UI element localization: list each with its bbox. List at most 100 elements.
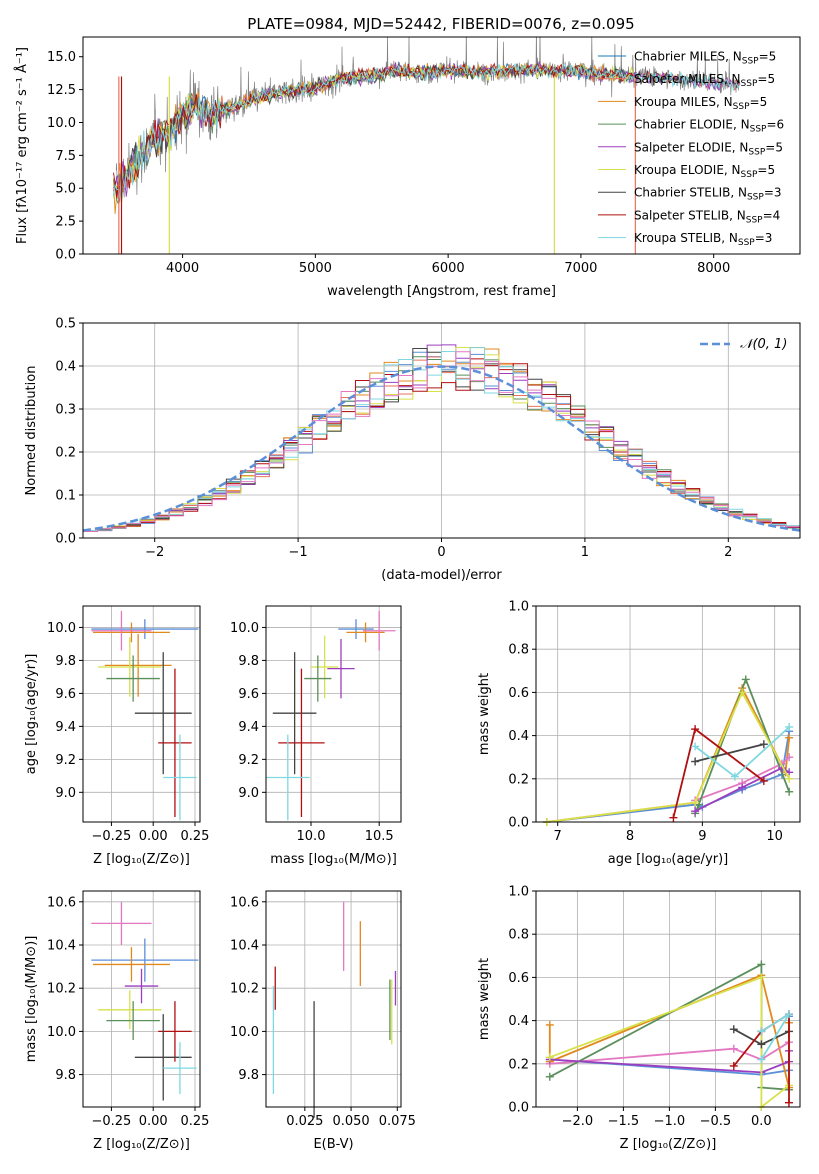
mass-weight-vs-age-panel: 7 8 9 10 0.0 0.2 0.4 0.6 0.8 1.0 age [log₁₀(age/yr… [477,600,801,867]
legend-entry: 𝒩(0, 1) [740,337,787,352]
x-tick-label: 0.25 [181,829,210,844]
mass-weight-line [546,685,791,823]
y-tick-label: 0.8 [508,928,529,943]
x-tick-label: 9 [698,829,706,844]
mass-weight-line [694,743,765,763]
legend-entry: Chabrier ELODIE, NSSP=6 [634,118,784,135]
y-tick-label: 9.8 [238,654,259,669]
y-tick-label: 5.0 [55,182,76,197]
y-tick-label: 0.6 [508,971,529,986]
y-tick-label: 0.1 [55,489,76,504]
axes-frame [265,605,402,823]
y-tick-label: 0.4 [55,360,76,375]
y-tick-label: 9.4 [238,720,259,735]
mass-weight-vs-metallicity-panel: −2.0 −1.5 −1.0 −0.5 0.0 0.0 0.2 0.4 0.6 0.8 1.0 Z [… [477,885,801,1152]
x-tick-label: 10.0 [297,829,326,844]
mass-vs-ebv-panel: 0.025 0.050 0.075 9.8 10.0 10.2 10.4 10.6 E(B-V) [230,890,416,1152]
y-tick-label: 9.2 [55,753,76,768]
y-tick-label: 12.5 [47,83,76,98]
x-tick-label: −0.5 [700,1114,732,1129]
x-tick-label: 8 [626,829,634,844]
x-tick-label: 0.0 [751,1114,772,1129]
y-tick-label: 0.2 [508,1057,529,1072]
y-tick-label: 0.0 [55,532,76,547]
x-axis-label: age [log₁₀(age/yr)] [608,852,729,867]
y-tick-label: 15.0 [47,50,76,65]
mass-weight-line [694,766,790,813]
gaussian-reference-curve [82,365,801,532]
y-tick-label: 0.4 [508,729,529,744]
legend-entry: Chabrier MILES, NSSP=5 [634,50,776,67]
mass-weight-line [546,731,791,823]
y-tick-label: 10.4 [230,939,259,954]
y-tick-label: 9.0 [55,786,76,801]
y-tick-label: 10.0 [230,621,259,636]
age-vs-mass-panel: 10.0 10.5 9.0 9.2 9.4 9.6 9.8 10.0 mass [log₁₀(M… [230,605,402,867]
x-axis-label: (data-model)/error [381,568,502,583]
y-tick-label: 10.0 [47,1025,76,1040]
y-tick-label: 9.0 [238,786,259,801]
x-tick-label: −2 [145,545,164,560]
age-vs-metallicity-panel: −0.25 0.00 0.25 9.0 9.2 9.4 9.6 9.8 10.0 Z [log₁₀… [24,605,210,867]
y-tick-label: 9.8 [238,1068,259,1083]
y-tick-label: 10.2 [47,982,76,997]
y-tick-label: 0.0 [55,248,76,263]
x-tick-label: 10 [766,829,783,844]
legend-entry: Salpeter ELODIE, NSSP=5 [634,140,783,157]
y-axis-label: mass [log₁₀(M/M⊙)] [24,936,39,1063]
legend-entry: Chabrier STELIB, NSSP=3 [634,186,782,203]
x-tick-label: 0.00 [139,1114,168,1129]
x-tick-label: 1 [581,545,589,560]
x-tick-label: 10.5 [365,829,394,844]
x-tick-label: −0.25 [91,1114,131,1129]
x-tick-label: −1.5 [608,1114,640,1129]
y-tick-label: 7.5 [55,149,76,164]
y-tick-label: 10.6 [230,895,259,910]
model-spectrum-line [113,63,634,199]
x-tick-label: 5000 [299,261,332,276]
y-tick-label: 2.5 [55,215,76,230]
x-axis-label: mass [log₁₀(M/M⊙)] [270,852,397,867]
y-tick-label: 10.6 [47,895,76,910]
axes-frame [535,890,801,1108]
y-tick-label: 9.8 [55,654,76,669]
model-spectrum-line [113,62,634,198]
y-axis-label: mass weight [477,673,492,755]
x-tick-label: 7000 [564,261,597,276]
y-tick-label: 0.8 [508,643,529,658]
y-tick-label: 0.5 [55,317,76,332]
x-tick-label: 0.075 [379,1114,416,1129]
y-tick-label: 10.0 [47,621,76,636]
axes-frame [535,605,801,823]
y-tick-label: 1.0 [508,885,529,900]
y-axis-label: mass weight [477,958,492,1040]
y-axis-label: age [log₁₀(age/yr)] [24,654,39,775]
x-tick-label: 0.025 [286,1114,323,1129]
y-tick-label: 0.6 [508,686,529,701]
x-tick-label: −1 [289,545,308,560]
spectrum-title: PLATE=0984, MJD=52442, FIBERID=0076, z=0… [247,15,634,33]
x-tick-label: −2.0 [562,1114,594,1129]
y-tick-label: 10.2 [230,982,259,997]
residual-histogram-panel: −2 −1 0 1 2 0.0 0.1 0.2 0.3 0.4 0.5 (data-model)/er… [24,317,801,583]
x-axis-label: E(B-V) [313,1137,353,1152]
legend-entry: Kroupa ELODIE, NSSP=5 [634,163,775,180]
y-axis-label: Flux [fλ10⁻¹⁷ erg cm⁻² s⁻¹ Å⁻¹] [14,47,30,244]
axes-frame [265,890,402,1108]
model-spectrum-line [113,62,741,198]
y-axis-label: Normed distribution [24,366,39,496]
mass-vs-metallicity-panel: −0.25 0.00 0.25 9.8 10.0 10.2 10.4 10.6 Z [log₁₀… [24,890,210,1152]
x-tick-label: −0.25 [91,829,131,844]
y-tick-label: 9.6 [238,687,259,702]
x-tick-label: 0.00 [139,829,168,844]
x-tick-label: 4000 [166,261,199,276]
x-tick-label: 0.25 [181,1114,210,1129]
y-tick-label: 9.2 [238,753,259,768]
mass-weight-line [694,676,791,814]
axes-frame [82,890,201,1108]
y-tick-label: 0.0 [508,1101,529,1116]
mass-weight-line [546,690,790,823]
x-tick-label: 2 [724,545,732,560]
x-tick-label: 0 [437,545,445,560]
x-tick-label: 7 [554,829,562,844]
